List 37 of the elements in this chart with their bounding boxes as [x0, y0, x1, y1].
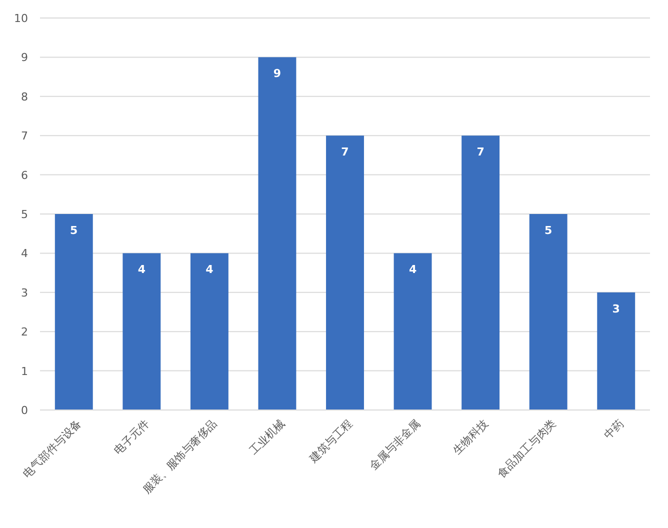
bar — [462, 136, 500, 410]
y-tick-label: 4 — [21, 247, 28, 260]
data-label: 7 — [476, 146, 484, 159]
x-tick-label: 金属与非金属 — [367, 416, 423, 473]
data-label: 4 — [206, 263, 214, 276]
y-tick-label: 8 — [21, 90, 28, 104]
y-tick-label: 3 — [21, 286, 28, 300]
y-tick-label: 7 — [21, 130, 28, 143]
bar — [529, 214, 568, 410]
data-label: 7 — [341, 146, 349, 159]
data-label: 3 — [612, 302, 620, 316]
x-tick-label: 工业机械 — [247, 416, 288, 458]
y-tick-label: 1 — [21, 364, 28, 378]
x-tick-label: 食品加工与肉类 — [494, 416, 558, 481]
bar — [190, 253, 228, 410]
bar — [597, 292, 636, 410]
x-tick-label: 电气部件与设备 — [20, 416, 84, 481]
x-tick-label: 中药 — [601, 416, 626, 442]
x-tick-label: 电子元件 — [111, 416, 152, 458]
y-tick-label: 9 — [21, 51, 28, 64]
y-tick-label: 2 — [21, 326, 28, 339]
bar — [258, 57, 296, 410]
y-tick-label: 6 — [21, 168, 28, 182]
x-tick-label: 建筑与工程 — [306, 416, 356, 466]
bar — [394, 253, 432, 410]
data-label: 4 — [138, 263, 146, 276]
data-label: 9 — [273, 67, 282, 80]
y-tick-label: 5 — [21, 208, 28, 221]
bar — [326, 136, 364, 410]
bar — [54, 214, 93, 410]
data-label: 4 — [408, 263, 417, 276]
x-tick-label: 生物科技 — [450, 416, 491, 458]
bar — [122, 253, 161, 410]
y-tick-label: 0 — [21, 404, 28, 417]
data-label: 5 — [544, 224, 552, 237]
y-tick-label: 10 — [14, 12, 28, 25]
data-label: 5 — [70, 224, 78, 237]
